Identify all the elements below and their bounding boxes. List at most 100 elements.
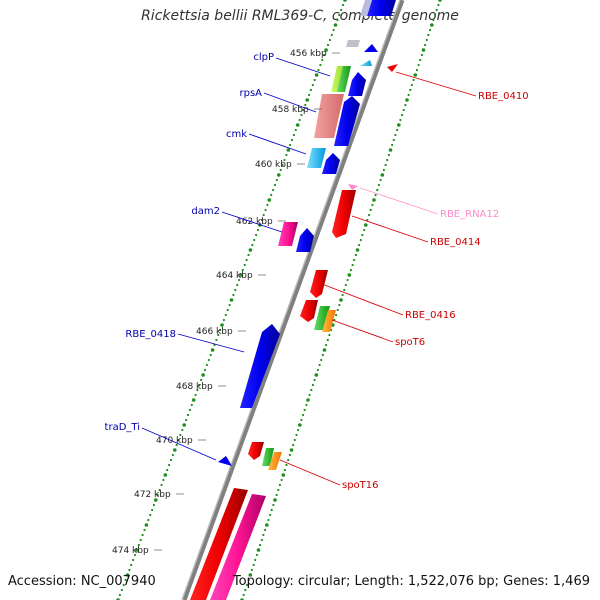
ring-tick-minor (280, 478, 283, 482)
ring-tick-minor (336, 18, 339, 22)
ring-tick-minor (279, 168, 282, 172)
ring-tick-minor (275, 178, 278, 182)
ring-tick-major (229, 298, 234, 302)
ring-tick-major (421, 48, 426, 52)
ring-tick-minor (241, 268, 244, 272)
ring-tick-minor (298, 118, 301, 122)
ring-tick-minor (376, 188, 379, 192)
ring-tick-minor (179, 433, 182, 437)
genome-backbone (181, 0, 405, 600)
gene-red-arrow-small (387, 64, 398, 72)
ring-tick-minor (215, 338, 218, 342)
gene-red-c (248, 442, 264, 460)
ring-tick-minor (228, 303, 231, 307)
ring-tick-minor (222, 318, 225, 322)
ring-tick-major (273, 498, 277, 502)
ring-tick-minor (171, 453, 174, 457)
ring-tick-minor (402, 108, 405, 112)
ruler-label: 470 kbp (156, 436, 193, 446)
ring-tick-minor (353, 258, 356, 262)
ring-tick-minor (349, 268, 352, 272)
ring-tick-minor (247, 578, 250, 582)
ring-tick-minor (166, 468, 169, 472)
ring-tick-minor (292, 443, 295, 447)
gene-label-left: clpP (253, 52, 274, 63)
gene-blue-small-arrow (218, 456, 232, 466)
ring-tick-minor (361, 233, 364, 237)
ring-tick-minor (316, 368, 319, 372)
ring-tick-minor (384, 163, 387, 167)
ring-tick-minor (217, 333, 220, 337)
ring-tick-minor (226, 308, 229, 312)
ring-tick-minor (346, 278, 349, 282)
ring-tick-minor (124, 578, 127, 582)
ring-tick-minor (209, 353, 212, 357)
ring-tick-major (182, 423, 186, 427)
ring-tick-minor (283, 158, 286, 162)
ring-tick-minor (252, 563, 255, 567)
ring-tick-minor (294, 128, 297, 132)
ring-tick-minor (194, 393, 197, 397)
ring-tick-minor (290, 138, 294, 142)
ring-tick-minor (335, 313, 338, 317)
ring-tick-minor (311, 83, 314, 87)
ring-tick-major (333, 23, 338, 27)
ring-tick-minor (394, 133, 397, 137)
ring-tick-minor (264, 528, 267, 532)
ring-tick-minor (300, 418, 303, 422)
ring-tick-minor (308, 93, 311, 97)
ring-tick-minor (338, 303, 341, 307)
ring-tick-minor (328, 38, 331, 42)
ruler-label: 462 kbp (236, 217, 273, 227)
gene-blue-0418 (240, 324, 280, 408)
ring-tick-major (163, 473, 168, 477)
ring-tick-major (281, 473, 286, 477)
ring-tick-minor (122, 583, 125, 587)
ring-tick-minor (417, 63, 420, 67)
ring-tick-minor (224, 313, 227, 317)
ring-tick-major (305, 98, 310, 102)
ring-tick-minor (272, 503, 275, 507)
gene-label-right: spoT6 (395, 337, 425, 348)
label-lines (141, 57, 477, 486)
ring-tick-major (306, 398, 310, 402)
ring-tick-major (295, 123, 300, 127)
ring-tick-minor (377, 183, 380, 187)
ring-tick-minor (320, 358, 323, 362)
ring-tick-minor (392, 138, 395, 142)
ring-tick-minor (200, 378, 203, 382)
ring-tick-minor (425, 38, 428, 42)
ring-tick-minor (270, 193, 273, 197)
ring-tick-minor (260, 538, 263, 542)
ring-tick-major (289, 448, 294, 452)
ring-tick-minor (300, 113, 303, 117)
ring-tick-minor (287, 458, 290, 462)
ring-tick-minor (185, 418, 188, 422)
ring-tick-minor (254, 558, 257, 562)
ring-tick-minor (325, 343, 328, 347)
gene-salmon-rpsA (314, 94, 344, 138)
ring-tick-minor (308, 393, 311, 397)
ring-tick-minor (404, 103, 407, 107)
ring-tick-minor (181, 428, 184, 432)
ring-tick-minor (203, 368, 207, 372)
ring-tick-major (298, 423, 302, 427)
ring-tick-minor (270, 508, 273, 512)
ring-tick-minor (133, 553, 137, 557)
left-gene-labels: clpP rpsA cmk dam2 RBE_0418 traD_Ti (105, 52, 274, 433)
ring-tick-minor (177, 438, 180, 442)
ring-tick-minor (354, 253, 357, 257)
ring-tick-minor (343, 288, 346, 292)
gene-orange-spoT6 (322, 310, 336, 332)
ruler-label: 466 kbp (196, 327, 233, 337)
ring-tick-major (239, 273, 243, 277)
gene-red-b (300, 300, 318, 322)
left-label-leader (141, 427, 217, 461)
ring-tick-minor (152, 503, 155, 507)
ring-tick-minor (143, 528, 146, 532)
ring-tick-major (405, 98, 409, 102)
ring-tick-minor (256, 228, 260, 232)
ring-tick-major (201, 373, 205, 377)
ring-tick-minor (419, 58, 422, 62)
ring-tick-minor (344, 283, 347, 287)
